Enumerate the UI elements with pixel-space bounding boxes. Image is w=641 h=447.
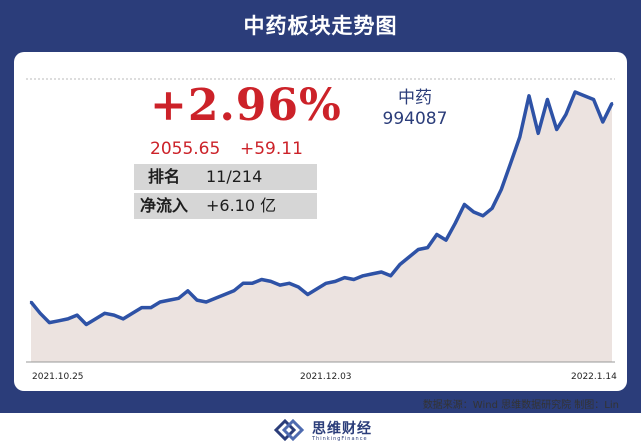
data-point <box>546 98 549 101</box>
inflow-value: +6.10 亿 <box>206 196 277 215</box>
x-tick-label: 2021.12.03 <box>300 372 352 382</box>
data-point <box>168 298 171 302</box>
data-point <box>518 135 521 139</box>
data-point <box>223 293 226 296</box>
data-point <box>205 300 208 304</box>
data-point <box>352 278 355 281</box>
source-note: 数据来源：Wind 思维数据研究院 制图：Lin <box>422 400 619 411</box>
data-point <box>306 293 309 296</box>
data-point <box>472 210 475 214</box>
data-point <box>214 297 217 300</box>
data-point <box>435 233 438 236</box>
chart-frame: 中药板块走势图 +2.96% 2055.65 +59.11 排名 11/214 … <box>0 0 641 413</box>
data-point <box>315 287 319 291</box>
data-point <box>112 313 116 317</box>
x-tick-label: 2021.10.25 <box>32 372 84 382</box>
data-point <box>592 98 595 101</box>
data-point <box>555 128 558 131</box>
data-point <box>444 238 448 242</box>
data-point <box>260 278 263 281</box>
data-point <box>269 280 272 283</box>
data-point <box>48 321 51 324</box>
data-point <box>583 94 586 97</box>
data-point <box>140 306 143 309</box>
data-point <box>278 283 282 287</box>
data-point <box>288 282 291 285</box>
data-point <box>66 317 70 321</box>
change-percent: +2.96% <box>150 80 342 131</box>
data-point <box>417 248 420 251</box>
brand-name-en: ThinkingFinance <box>312 436 368 442</box>
data-point <box>361 274 365 277</box>
brand-name: 思维财经 <box>312 421 372 437</box>
inflow-box: 净流入 +6.10 亿 <box>134 193 317 219</box>
data-point <box>481 214 485 217</box>
data-point <box>610 102 614 105</box>
chart-title: 中药板块走势图 <box>243 14 398 38</box>
series-line <box>29 90 614 327</box>
data-point <box>601 120 604 124</box>
data-point <box>426 246 429 249</box>
data-point <box>251 282 254 285</box>
series-area <box>31 92 612 362</box>
data-point <box>103 312 106 315</box>
data-point <box>297 285 300 289</box>
data-point <box>564 113 568 116</box>
data-point <box>343 276 346 279</box>
index-name: 中药 <box>398 88 432 108</box>
data-point <box>527 94 531 97</box>
data-point <box>186 289 189 292</box>
data-point <box>573 90 577 94</box>
data-point <box>29 300 33 304</box>
data-point <box>389 274 392 277</box>
data-point <box>75 313 79 317</box>
data-point <box>131 312 134 315</box>
brand-logo: 思维财经 ThinkingFinance <box>272 417 371 443</box>
data-point <box>463 203 466 206</box>
data-point <box>241 282 245 285</box>
data-point <box>509 162 512 165</box>
data-point <box>149 306 153 309</box>
rank-box: 排名 11/214 <box>134 164 317 190</box>
data-point <box>158 300 162 304</box>
brand-icon <box>273 418 305 442</box>
data-point <box>195 298 199 302</box>
data-point <box>232 289 236 292</box>
x-tick-label: 2022.1.14 <box>571 372 617 382</box>
data-point <box>39 312 42 315</box>
data-point <box>85 323 88 326</box>
index-price: 2055.65 <box>150 139 221 159</box>
data-point <box>407 255 411 259</box>
data-point <box>454 222 457 225</box>
data-point <box>380 270 383 274</box>
inflow-label: 净流入 <box>139 196 188 215</box>
data-point <box>122 317 125 321</box>
data-point <box>94 317 97 321</box>
data-point <box>398 263 402 266</box>
chart-panel: +2.96% 2055.65 +59.11 排名 11/214 净流入 +6.1… <box>14 52 627 391</box>
rank-value: 11/214 <box>206 167 263 186</box>
data-point <box>324 282 328 285</box>
line-chart <box>26 78 615 363</box>
data-point <box>57 319 60 322</box>
data-point <box>490 207 494 210</box>
data-point <box>334 280 337 283</box>
rank-label: 排名 <box>147 167 180 186</box>
index-change: +59.11 <box>240 139 303 159</box>
data-point <box>371 272 374 276</box>
data-point <box>500 188 503 191</box>
data-point <box>537 132 540 135</box>
index-code: 994087 <box>382 109 448 129</box>
data-point <box>177 297 180 300</box>
